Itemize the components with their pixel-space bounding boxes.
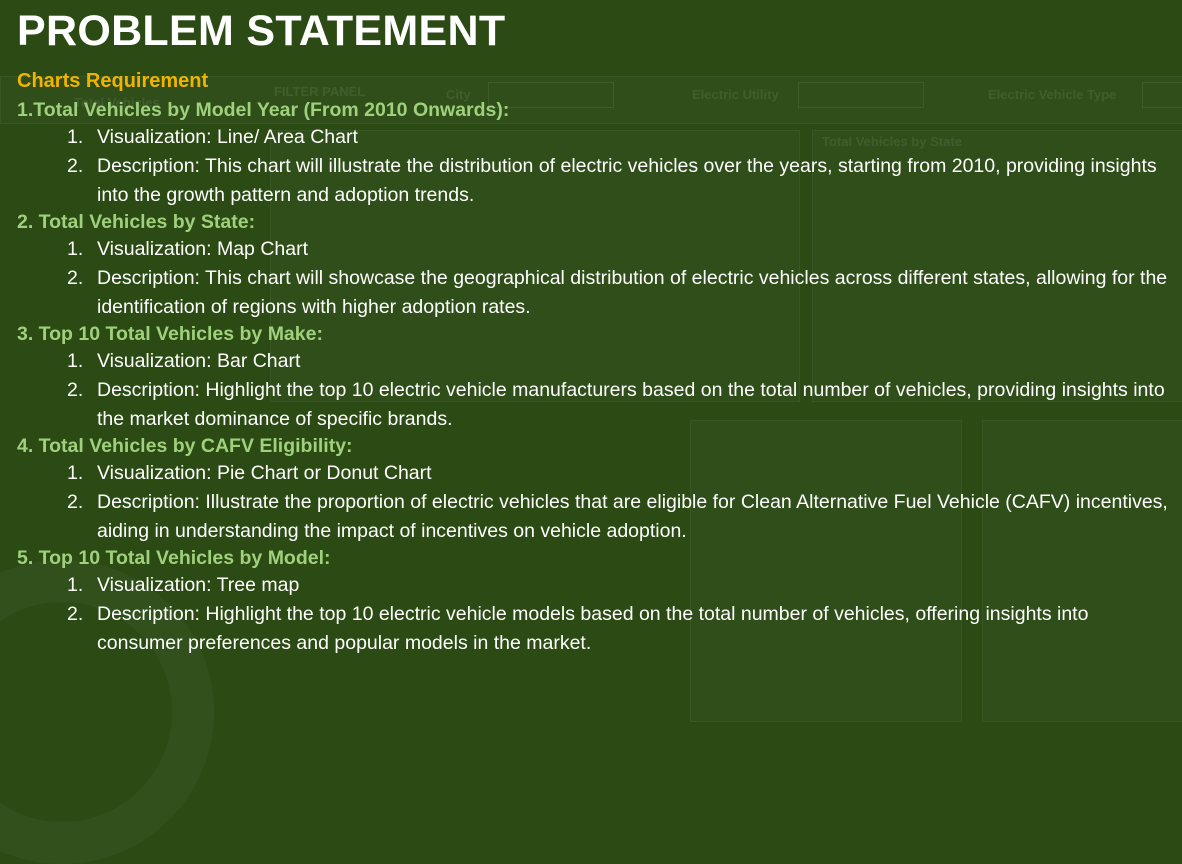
item-number: 2. bbox=[67, 267, 84, 289]
item-number: 2. bbox=[67, 491, 84, 513]
item-text: Visualization: Tree map bbox=[97, 574, 300, 596]
item-number: 1. bbox=[67, 238, 84, 260]
page-subtitle: Charts Requirement bbox=[17, 70, 209, 92]
section-points: 1. Visualization: Bar Chart 2. Description… bbox=[17, 347, 1177, 434]
item-number: 2. bbox=[67, 603, 84, 625]
section-heading: 1.Total Vehicles by Model Year (From 201… bbox=[17, 99, 510, 121]
section-points: 1. Visualization: Pie Chart or Donut Char… bbox=[17, 459, 1177, 546]
page-title: PROBLEM STATEMENT bbox=[17, 7, 506, 55]
item-text: Visualization: Map Chart bbox=[97, 238, 308, 260]
item-text: Visualization: Bar Chart bbox=[97, 350, 301, 372]
section-cafv: 4. Total Vehicles by CAFV Eligibility: 1… bbox=[17, 434, 1177, 546]
item-text: Description: This chart will showcase th… bbox=[97, 267, 1168, 318]
item-number: 1. bbox=[67, 350, 84, 372]
item-number: 1. bbox=[67, 462, 84, 484]
list-item: 2. Description: Highlight the top 10 elec… bbox=[67, 600, 1177, 658]
item-number: 1. bbox=[67, 574, 84, 596]
item-text: Description: Illustrate the proportion o… bbox=[97, 491, 1168, 542]
list-item: 2. Description: This chart will illustrat… bbox=[67, 152, 1177, 210]
section-points: 1. Visualization: Map Chart 2. Description… bbox=[17, 235, 1177, 322]
problem-statement: PROBLEM STATEMENT Charts Requirement 1.T… bbox=[17, 0, 1177, 658]
item-number: 2. bbox=[67, 379, 84, 401]
item-text: Description: Highlight the top 10 electr… bbox=[97, 603, 1089, 654]
list-item: 1. Visualization: Tree map bbox=[67, 571, 1177, 600]
item-number: 1. bbox=[67, 126, 84, 148]
list-item: 1. Visualization: Pie Chart or Donut Char… bbox=[67, 459, 1177, 488]
section-state: 2. Total Vehicles by State: 1. Visualizat… bbox=[17, 210, 1177, 322]
section-points: 1. Visualization: Line/ Area Chart 2. Desc… bbox=[17, 123, 1177, 210]
section-heading: 3. Top 10 Total Vehicles by Make: bbox=[17, 323, 323, 345]
list-item: 1. Visualization: Line/ Area Chart bbox=[67, 123, 1177, 152]
item-text: Description: This chart will illustrate … bbox=[97, 155, 1157, 206]
list-item: 2. Description: Highlight the top 10 elec… bbox=[67, 376, 1177, 434]
section-heading: 4. Total Vehicles by CAFV Eligibility: bbox=[17, 435, 353, 457]
section-make: 3. Top 10 Total Vehicles by Make: 1. Visu… bbox=[17, 322, 1177, 434]
list-item: 1. Visualization: Map Chart bbox=[67, 235, 1177, 264]
section-heading: 5. Top 10 Total Vehicles by Model: bbox=[17, 547, 331, 569]
item-text: Visualization: Line/ Area Chart bbox=[97, 126, 358, 148]
list-item: 1. Visualization: Bar Chart bbox=[67, 347, 1177, 376]
section-model: 5. Top 10 Total Vehicles by Model: 1. Vis… bbox=[17, 546, 1177, 658]
section-heading: 2. Total Vehicles by State: bbox=[17, 211, 256, 233]
list-item: 2. Description: This chart will showcase … bbox=[67, 264, 1177, 322]
item-number: 2. bbox=[67, 155, 84, 177]
section-model-year: 1.Total Vehicles by Model Year (From 201… bbox=[17, 98, 1177, 210]
list-item: 2. Description: Illustrate the proportion… bbox=[67, 488, 1177, 546]
section-points: 1. Visualization: Tree map 2. Description:… bbox=[17, 571, 1177, 658]
item-text: Description: Highlight the top 10 electr… bbox=[97, 379, 1165, 430]
item-text: Visualization: Pie Chart or Donut Chart bbox=[97, 462, 432, 484]
